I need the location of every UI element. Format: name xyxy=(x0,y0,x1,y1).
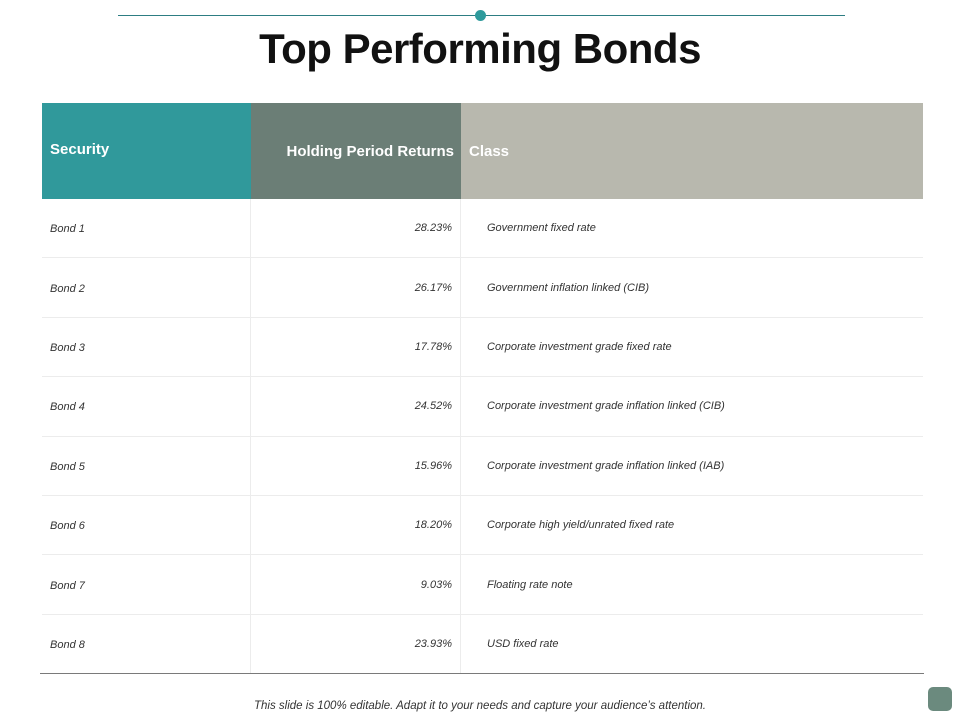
returns-cell: 18.20% xyxy=(251,495,461,555)
returns-cell: 9.03% xyxy=(251,555,461,614)
security-cell: Bond 5 xyxy=(42,436,251,495)
security-cell: Bond 4 xyxy=(42,377,251,436)
header-security: Security xyxy=(42,103,251,199)
returns-cell: 23.93% xyxy=(251,614,461,675)
returns-cell: 24.52% xyxy=(251,377,461,436)
corner-square-button[interactable] xyxy=(928,687,952,711)
class-cell: Corporate investment grade inflation lin… xyxy=(487,459,725,472)
class-cell: Corporate investment grade fixed rate xyxy=(487,340,672,353)
table-row: Bond 5 15.96% Corporate investment grade… xyxy=(42,436,923,496)
security-cell: Bond 8 xyxy=(42,614,251,675)
class-cell: Floating rate note xyxy=(487,578,573,591)
security-cell: Bond 6 xyxy=(42,495,251,555)
top-divider-dot xyxy=(475,10,486,21)
table-row: Bond 8 23.93% USD fixed rate xyxy=(42,614,923,675)
class-cell: Government inflation linked (CIB) xyxy=(487,281,650,294)
security-cell: Bond 2 xyxy=(42,258,251,317)
table-row: Bond 2 26.17% Government inflation linke… xyxy=(42,258,923,318)
bonds-table: Security Holding Period Returns Class Bo… xyxy=(42,103,923,675)
class-cell: Government fixed rate xyxy=(487,222,596,235)
table-body: Bond 1 28.23% Government fixed rate Bond… xyxy=(42,199,923,675)
table-row: Bond 7 9.03% Floating rate note xyxy=(42,555,923,615)
footer-note: This slide is 100% editable. Adapt it to… xyxy=(254,700,706,712)
table-row: Bond 1 28.23% Government fixed rate xyxy=(42,199,923,259)
security-cell: Bond 1 xyxy=(42,199,251,258)
table-header: Security Holding Period Returns Class xyxy=(42,103,923,199)
class-cell: Corporate high yield/unrated fixed rate xyxy=(487,519,675,532)
table-row: Bond 4 24.52% Corporate investment grade… xyxy=(42,377,923,437)
returns-cell: 26.17% xyxy=(251,258,461,317)
returns-cell: 15.96% xyxy=(251,436,461,495)
class-cell: USD fixed rate xyxy=(487,638,559,651)
security-cell: Bond 3 xyxy=(42,317,251,377)
class-cell: Corporate investment grade inflation lin… xyxy=(487,400,725,413)
returns-cell: 17.78% xyxy=(251,317,461,377)
returns-cell: 28.23% xyxy=(251,199,461,258)
table-row: Bond 6 18.20% Corporate high yield/unrat… xyxy=(42,495,923,556)
page-title: Top Performing Bonds xyxy=(259,25,701,72)
table-row: Bond 3 17.78% Corporate investment grade… xyxy=(42,317,923,378)
table-bottom-rule xyxy=(40,673,924,674)
header-holding-period-returns: Holding Period Returns xyxy=(251,103,461,199)
security-cell: Bond 7 xyxy=(42,555,251,614)
header-class: Class xyxy=(461,103,923,199)
